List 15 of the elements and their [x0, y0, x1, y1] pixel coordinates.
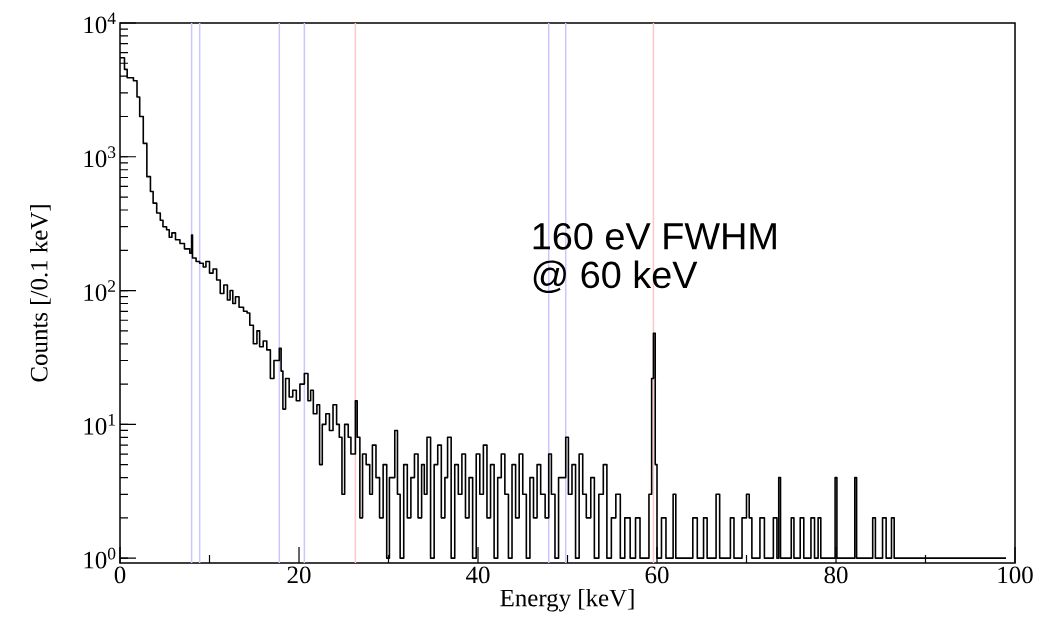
- y-tick-label: 10$^{3}$: [84, 146, 116, 168]
- annotation: 160 eV FWHM: [533, 222, 776, 250]
- y-tick-label: 10$^{0}$: [84, 547, 116, 569]
- x-tick-label: 100: [998, 566, 1033, 584]
- annotation: @ 60 keV: [533, 260, 698, 294]
- y-tick-label: 10$^{2}$: [84, 280, 116, 301]
- y-tick-label: 10$^{1}$: [84, 413, 115, 435]
- x-axis-title: Energy [keV]: [500, 588, 634, 612]
- y-tick-label: 10$^{4}$: [84, 12, 116, 34]
- y-axis-title: Counts [/0.1 keV]: [30, 205, 51, 382]
- x-tick-label: 0: [114, 566, 126, 584]
- x-tick-label: 40: [466, 566, 490, 584]
- x-tick-label: 20: [287, 566, 311, 584]
- x-tick-label: 60: [645, 566, 669, 584]
- x-tick-label: 80: [824, 566, 848, 584]
